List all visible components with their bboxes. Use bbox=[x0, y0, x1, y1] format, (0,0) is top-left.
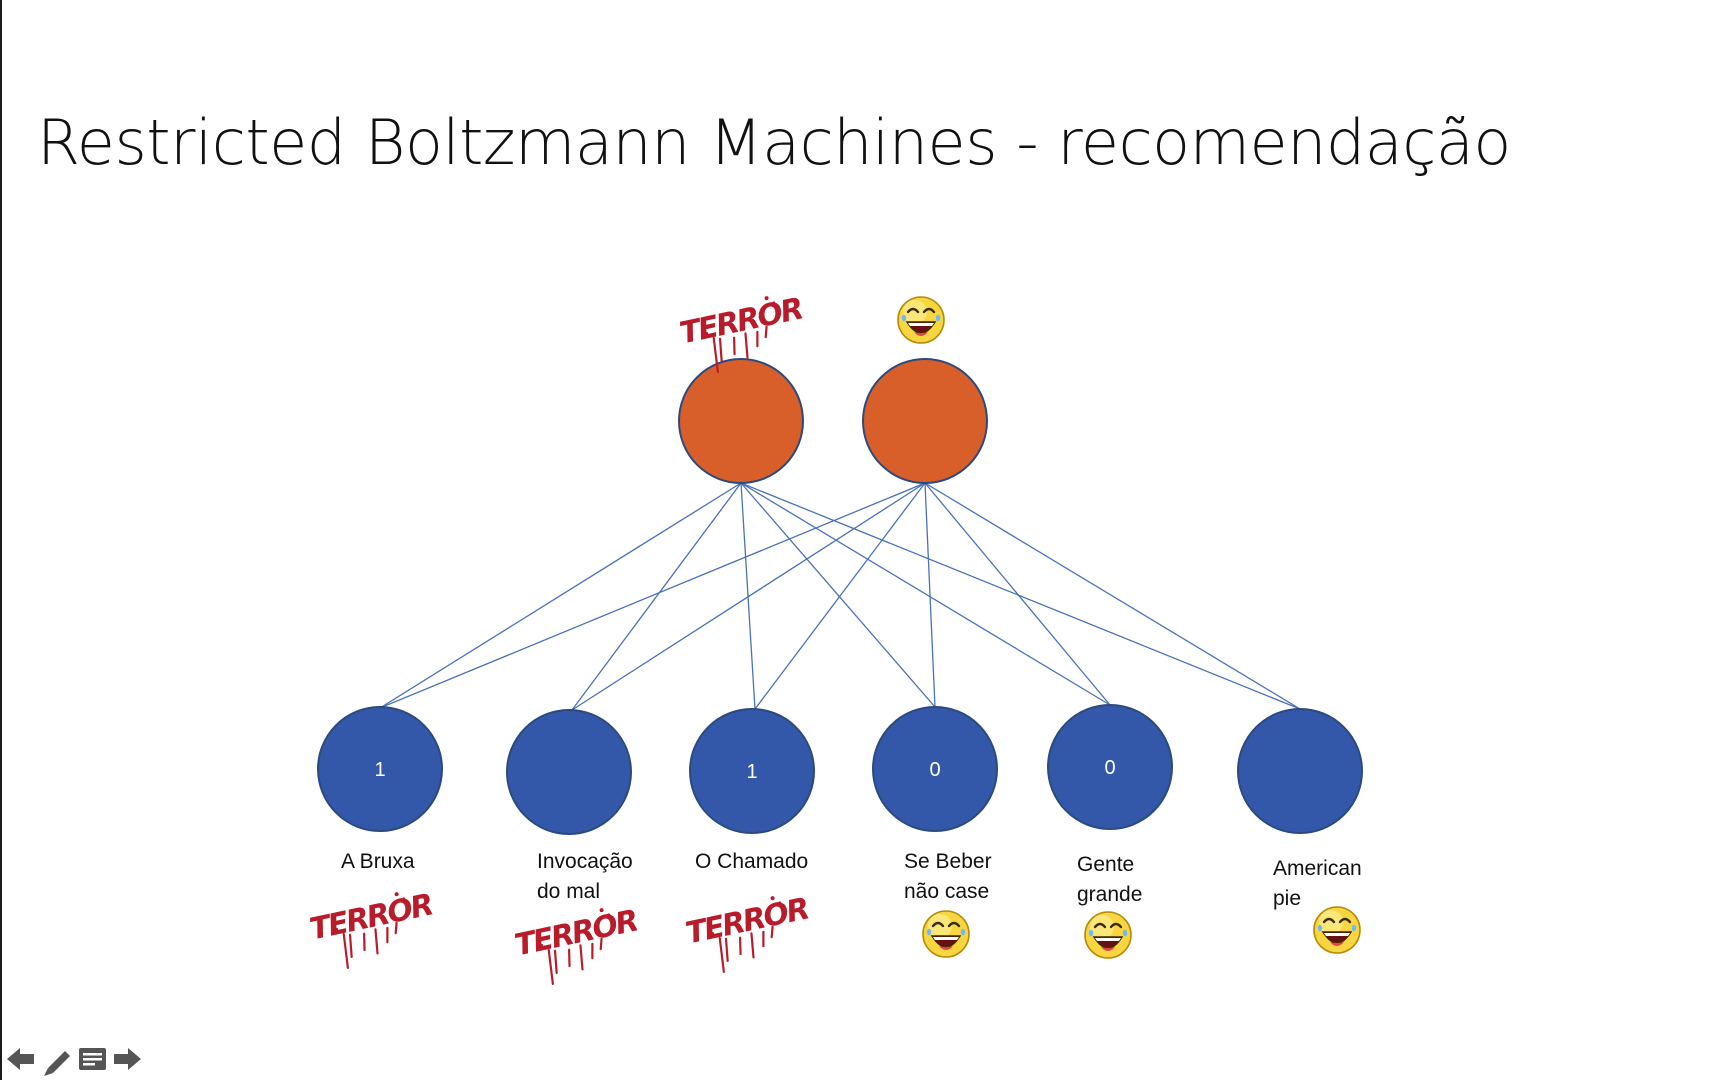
edge-comedy-o-chamado bbox=[754, 482, 926, 710]
movie-label-invocacao-do-mal: Invocação do mal bbox=[537, 850, 633, 903]
laughing-emoji-icon bbox=[922, 910, 970, 958]
edge-comedy-a-bruxa bbox=[379, 482, 926, 709]
movie-label-line: pie bbox=[1273, 887, 1301, 910]
terror-icon: TERROR bbox=[683, 892, 811, 973]
movie-label-line: não case bbox=[904, 880, 989, 903]
movie-label-o-chamado: O Chamado bbox=[695, 850, 808, 873]
movie-label-line: Se Beber bbox=[904, 850, 992, 873]
hidden-node-comedy bbox=[862, 358, 988, 484]
edge-comedy-gente-grande bbox=[924, 482, 1111, 706]
movie-label-line: American bbox=[1273, 857, 1362, 880]
terror-icon-text: TERROR bbox=[307, 888, 435, 948]
previous-slide-button[interactable] bbox=[6, 1046, 36, 1072]
terror-icon-text: TERROR bbox=[512, 904, 640, 964]
node-value-gente-grande: 0 bbox=[1104, 757, 1115, 779]
terror-icon: TERROR bbox=[307, 888, 435, 969]
movie-label-line: Gente bbox=[1077, 853, 1134, 876]
edge-terror-american-pie bbox=[740, 482, 1301, 710]
visible-node-se-beber-nao-case bbox=[872, 706, 998, 832]
movie-label-american-pie: American pie bbox=[1273, 857, 1362, 910]
node-value-se-beber-nao-case: 0 bbox=[929, 759, 940, 781]
hidden-node-terror bbox=[678, 358, 804, 484]
visible-node-invocacao-do-mal bbox=[506, 709, 632, 835]
edge-terror-se-beber-nao-case bbox=[740, 482, 936, 708]
laughing-emoji-icon bbox=[897, 296, 945, 344]
slideshow-toolbar bbox=[6, 1046, 142, 1076]
slide-left-border bbox=[0, 0, 2, 1080]
edge-terror-invocacao-do-mal bbox=[571, 482, 742, 711]
edge-comedy-american-pie bbox=[924, 482, 1301, 710]
terror-icon: TERROR bbox=[512, 904, 640, 985]
edge-comedy-invocacao-do-mal bbox=[571, 482, 926, 711]
terror-icon-text: TERROR bbox=[683, 892, 811, 952]
edge-terror-a-bruxa bbox=[379, 482, 742, 709]
movie-label-gente-grande: Gente grande bbox=[1077, 853, 1142, 906]
terror-icon-text: TERROR bbox=[677, 292, 805, 352]
edge-comedy-se-beber-nao-case bbox=[924, 482, 936, 708]
movie-label-a-bruxa: A Bruxa bbox=[341, 850, 415, 873]
movie-label-line: O Chamado bbox=[695, 850, 808, 873]
edge-terror-o-chamado bbox=[740, 482, 756, 710]
next-slide-button[interactable] bbox=[112, 1046, 142, 1072]
slide-menu-button[interactable] bbox=[78, 1046, 108, 1072]
slide-title: Restricted Boltzmann Machines - recomend… bbox=[37, 106, 1511, 179]
movie-label-line: do mal bbox=[537, 880, 600, 903]
movie-label-line: grande bbox=[1077, 883, 1142, 906]
movie-label-line: Invocação bbox=[537, 850, 633, 873]
edge-terror-gente-grande bbox=[740, 482, 1111, 706]
visible-node-american-pie bbox=[1237, 708, 1363, 834]
visible-node-a-bruxa bbox=[317, 706, 443, 832]
node-value-a-bruxa: 1 bbox=[374, 759, 385, 781]
movie-label-line: A Bruxa bbox=[341, 850, 415, 873]
pen-tool-button[interactable] bbox=[40, 1046, 74, 1076]
connection-edges bbox=[379, 482, 1301, 711]
movie-label-se-beber-nao-case: Se Beber não case bbox=[904, 850, 992, 903]
visible-node-o-chamado bbox=[689, 708, 815, 834]
laughing-emoji-icon bbox=[1313, 906, 1361, 954]
laughing-emoji-icon bbox=[1084, 911, 1132, 959]
node-value-o-chamado: 1 bbox=[746, 761, 757, 783]
visible-node-gente-grande bbox=[1047, 704, 1173, 830]
